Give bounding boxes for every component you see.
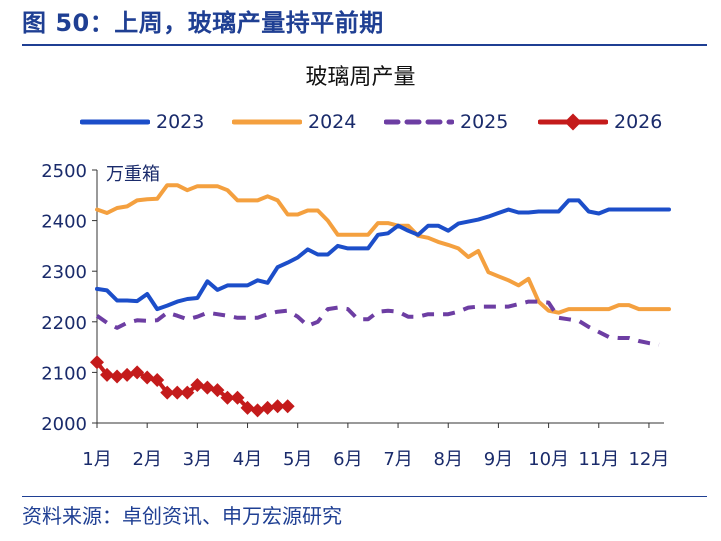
- series-point-2026-19: [270, 399, 285, 414]
- x-tick-label-10: 10月: [528, 449, 569, 470]
- series-point-2026-6: [140, 370, 155, 385]
- legend-label-2024: 2024: [308, 111, 357, 133]
- series-point-2026-15: [230, 390, 245, 405]
- figure-title: 图 50：上周，玻璃产量持平前期: [22, 9, 384, 37]
- y-tick-label-2300: 2300: [41, 262, 87, 283]
- x-tick-label-4: 4月: [233, 449, 262, 470]
- x-tick-label-7: 7月: [383, 449, 412, 470]
- legend-swatch-2023: [80, 119, 150, 125]
- series-point-2026-11: [190, 378, 205, 393]
- y-tick-label-2000: 2000: [41, 414, 87, 435]
- source-note: 资料来源：卓创资讯、申万宏源研究: [22, 504, 342, 528]
- x-tick-label-5: 5月: [283, 449, 312, 470]
- series-point-2026-4: [120, 367, 135, 382]
- chart-legend: 2023 2024 2025 2026: [80, 108, 680, 136]
- series-point-2026-16: [240, 400, 255, 415]
- x-tick-label-9: 9月: [484, 449, 513, 470]
- series-line-2024: [95, 183, 671, 315]
- x-tick-label-11: 11月: [578, 449, 619, 470]
- figure-header: 图 50：上周，玻璃产量持平前期: [0, 0, 721, 46]
- legend-label-2023: 2023: [156, 111, 205, 133]
- series-point-2026-3: [110, 369, 125, 384]
- legend-swatch-2025: [384, 119, 454, 125]
- y-unit-label: 万重箱: [106, 164, 160, 185]
- x-tick-label-12: 12月: [628, 449, 669, 470]
- x-tick-label-1: 1月: [82, 449, 111, 470]
- y-tick-label-2100: 2100: [41, 363, 87, 384]
- series-point-2026-12: [200, 380, 215, 395]
- chart-area: 2000 2100 2200 2300 2400 2500 1月 2月 3月 4月 5月 6月 7月 8月…: [0, 150, 721, 490]
- legend-label-2026: 2026: [614, 111, 663, 133]
- line-chart: 2000 2100 2200 2300 2400 2500 1月 2月 3月 4月 5月 6月 7月 8月…: [41, 161, 671, 470]
- series-line-2023: [95, 198, 671, 312]
- y-tick-label-2400: 2400: [41, 212, 87, 233]
- series-point-2026-20: [280, 399, 295, 414]
- y-tick-label-2500: 2500: [41, 161, 87, 182]
- series-layer: [90, 183, 671, 418]
- y-tick-label-2200: 2200: [41, 313, 87, 334]
- series-point-2026-17: [250, 403, 265, 418]
- legend-swatch-2024: [232, 119, 302, 125]
- chart-title: 玻璃周产量: [305, 65, 416, 90]
- legend-label-2025: 2025: [460, 111, 509, 133]
- x-tick-label-3: 3月: [183, 449, 212, 470]
- axes-layer: 2000 2100 2200 2300 2400 2500 1月 2月 3月 4月 5月 6月 7月 8月…: [41, 161, 669, 470]
- series-point-2026-18: [260, 400, 275, 415]
- series-point-2026-14: [220, 390, 235, 405]
- series-line-2025: [95, 299, 660, 347]
- series-point-2026-9: [170, 385, 185, 400]
- x-tick-label-6: 6月: [333, 449, 362, 470]
- legend-swatch-2026: [538, 113, 608, 131]
- source-rule: [22, 496, 707, 497]
- header-rule: [22, 44, 707, 46]
- x-tick-label-8: 8月: [434, 449, 463, 470]
- series-point-2026-10: [180, 385, 195, 400]
- series-point-2026-2: [100, 367, 115, 382]
- series-point-2026-1: [90, 355, 104, 370]
- series-point-2026-8: [160, 385, 175, 400]
- series-point-2026-5: [130, 365, 145, 380]
- x-tick-label-2: 2月: [132, 449, 161, 470]
- series-point-2026-7: [150, 372, 165, 387]
- series-point-2026-13: [210, 383, 225, 398]
